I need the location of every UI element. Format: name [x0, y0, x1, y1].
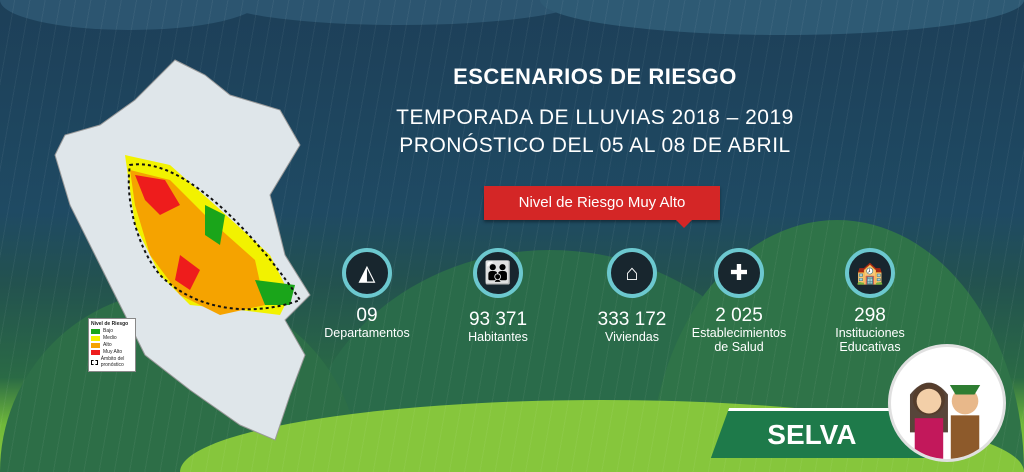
stat-viviendas: ⌂ 333 172 Viviendas — [577, 248, 687, 344]
stat-value: 93 371 — [468, 309, 528, 330]
stat-departamentos: ◭ 09 Departamentos — [312, 248, 422, 340]
stat-label: Instituciones — [835, 326, 905, 340]
stat-value: 298 — [854, 305, 886, 326]
selva-characters-illustration — [888, 344, 1006, 462]
region-label: SELVA — [767, 419, 857, 450]
family-icon: 👪 — [473, 248, 523, 298]
stat-value: 09 — [356, 305, 378, 326]
stat-label: Establecimientos — [691, 326, 787, 340]
legend-item: Muy Alto — [91, 349, 133, 355]
stat-instituciones: 🏫 298 Instituciones Educativas — [815, 248, 925, 354]
subtitle: TEMPORADA DE LLUVIAS 2018 – 2019 — [396, 106, 794, 129]
forecast-dates: PRONÓSTICO DEL 05 AL 08 DE ABRIL — [399, 134, 791, 157]
stat-habitantes: 👪 93 371 Habitantes — [443, 248, 553, 344]
risk-zone-bajo — [205, 205, 295, 305]
risk-zone-muy-alto — [135, 175, 200, 290]
houses-icon: ⌂ — [607, 248, 657, 298]
stat-value: 333 172 — [597, 309, 667, 330]
stat-establecimientos: ✚ 2 025 Establecimientos de Salud — [679, 248, 799, 354]
legend-title: Nivel de Riesgo — [91, 321, 129, 327]
legend-item: Ámbito del pronóstico — [91, 356, 133, 368]
stat-label: Habitantes — [468, 330, 528, 344]
legend-item: Alto — [91, 342, 133, 348]
stat-label: Departamentos — [324, 326, 410, 340]
map-legend: Nivel de Riesgo Bajo Medio Alto Muy Alto… — [88, 318, 136, 372]
legend-item: Bajo — [91, 328, 133, 334]
stat-label: Viviendas — [605, 330, 659, 344]
legend-item: Medio — [91, 335, 133, 341]
hospital-icon: ✚ — [714, 248, 764, 298]
school-icon: 🏫 — [845, 248, 895, 298]
peru-map-icon: ◭ — [342, 248, 392, 298]
stat-label: Educativas — [839, 340, 901, 354]
peru-risk-map — [54, 59, 311, 441]
stat-value: 2 025 — [715, 305, 763, 326]
page-title: ESCENARIOS DE RIESGO — [453, 64, 737, 89]
risk-level-badge: Nivel de Riesgo Muy Alto — [484, 186, 720, 228]
stat-label: de Salud — [714, 340, 764, 354]
